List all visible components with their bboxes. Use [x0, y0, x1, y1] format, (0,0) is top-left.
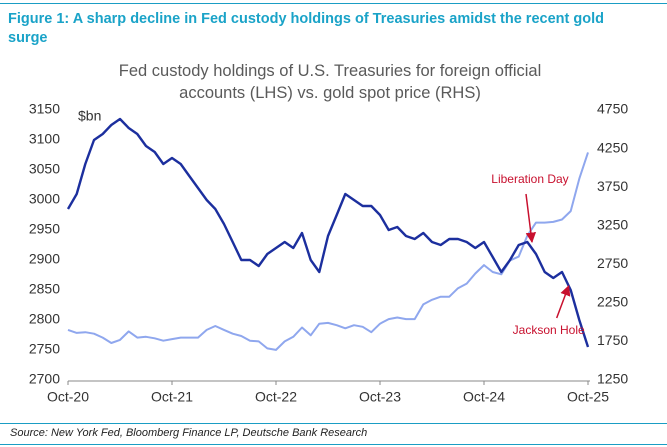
y-tick-label: 3000 — [29, 191, 60, 207]
y2-tick-label: 4750 — [597, 101, 628, 117]
annotation-arrow — [525, 193, 537, 244]
source: Source: New York Fed, Bloomberg Finance … — [10, 427, 368, 439]
y-tick-label: 2700 — [29, 371, 60, 387]
y2-tick-label: 3250 — [597, 216, 628, 232]
y-tick-label: 2800 — [29, 311, 60, 327]
x-tick-label: Oct-23 — [359, 389, 401, 405]
series-line — [66, 117, 590, 348]
y2-tick-label: 3750 — [597, 178, 628, 194]
chart-title: Fed custody holdings of U.S. Treasuries … — [118, 62, 542, 102]
y-tick-label: 3050 — [29, 161, 60, 177]
y-tick-label: 2750 — [29, 341, 60, 357]
y2-tick-label: 2750 — [597, 255, 628, 271]
y2-tick-label: 2250 — [597, 294, 628, 310]
y-tick-label: 2850 — [29, 281, 60, 297]
annotation-arrow — [555, 285, 571, 319]
figure-title: Figure 1: A sharp decline in Fed custody… — [8, 11, 604, 46]
y-axis-label: $bn — [78, 108, 101, 124]
x-tick-label: Oct-20 — [47, 389, 89, 405]
x-tick-label: Oct-22 — [255, 389, 297, 405]
x-tick-label: Oct-21 — [151, 389, 193, 405]
x-tick-label: Oct-24 — [463, 389, 505, 405]
annotation: Jackson Hole — [513, 323, 585, 337]
y2-tick-label: 1750 — [597, 332, 628, 348]
y2-tick-label: 1250 — [597, 371, 628, 387]
bottom-rule — [0, 444, 667, 445]
x-tick-label: Oct-25 — [567, 389, 609, 405]
y-tick-label: 2950 — [29, 221, 60, 237]
y2-tick-label: 4250 — [597, 139, 628, 155]
top-rule — [0, 3, 667, 4]
y-tick-label: 2900 — [29, 251, 60, 267]
y-tick-label: 3150 — [29, 101, 60, 117]
y-tick-label: 3100 — [29, 131, 60, 147]
series-line — [67, 152, 589, 351]
annotation: Liberation Day — [491, 172, 568, 186]
source-rule — [0, 423, 667, 424]
